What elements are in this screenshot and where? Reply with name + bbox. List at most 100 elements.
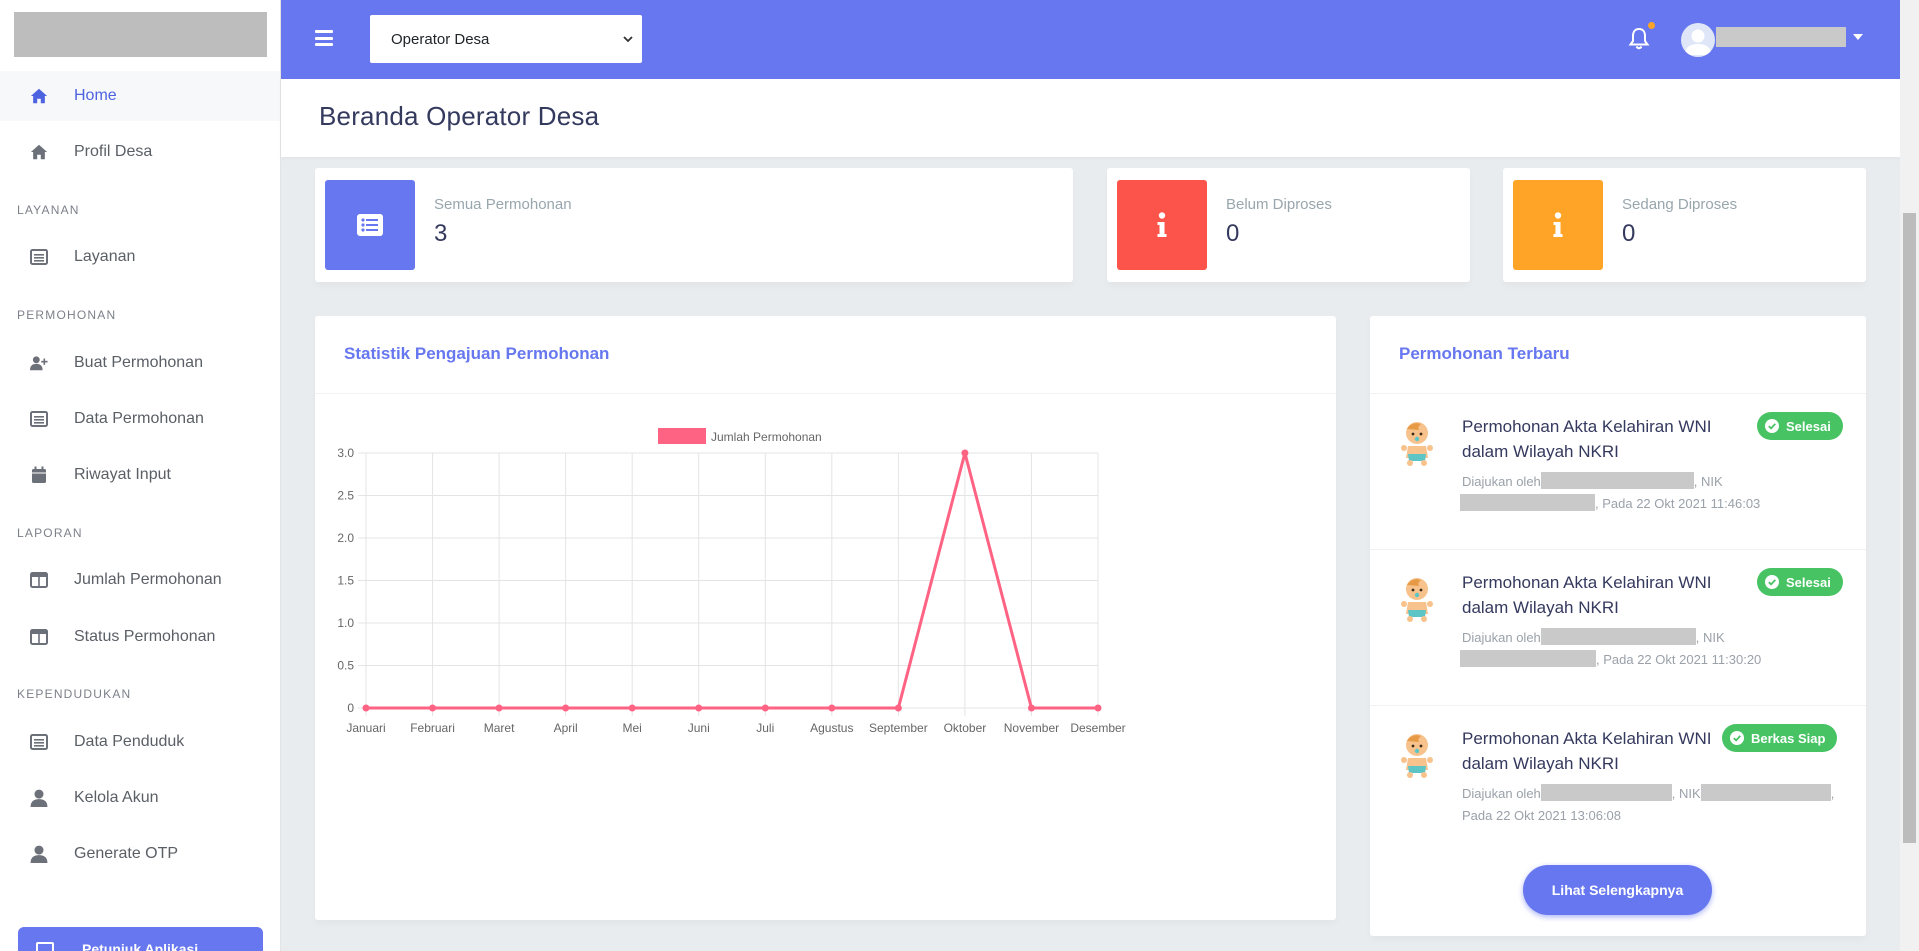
- user-icon: [30, 845, 48, 863]
- line-chart: 0 0.5 1.0 1.5 2.0 2.5 3.0 Januari Februari Maret A…: [337, 428, 1126, 735]
- check-circle-icon: [1765, 419, 1779, 433]
- data-point: [562, 704, 570, 712]
- columns-icon: [30, 629, 48, 645]
- data-point: [695, 704, 703, 712]
- x-tick-label: Agustus: [810, 721, 853, 735]
- calendar-icon: [32, 466, 46, 483]
- redacted-name: [1540, 784, 1672, 801]
- status-badge: Selesai: [1757, 412, 1843, 440]
- section-label-layanan: LAYANAN: [17, 203, 80, 217]
- status-badge: Berkas Siap: [1722, 724, 1838, 752]
- data-point: [1027, 704, 1035, 712]
- x-tick-label: Oktober: [944, 721, 987, 735]
- page-title: Beranda Operator Desa: [319, 101, 600, 131]
- stat-value: 0: [1226, 220, 1240, 247]
- sidebar-item-riwayat-input[interactable]: Riwayat Input: [0, 450, 280, 500]
- caret-down-icon[interactable]: [1853, 34, 1863, 40]
- role-select[interactable]: Operator Desa: [370, 15, 642, 63]
- sidebar-item-layanan[interactable]: Layanan: [0, 232, 280, 282]
- columns-icon: [30, 572, 48, 588]
- stat-label: Sedang Diproses: [1622, 196, 1738, 213]
- list-icon: [357, 214, 383, 236]
- bell-icon[interactable]: [1627, 26, 1651, 52]
- sidebar-item-jumlah-permohonan[interactable]: Jumlah Permohonan: [0, 555, 280, 605]
- info-icon: [1157, 212, 1167, 237]
- avatar[interactable]: [1681, 23, 1715, 57]
- request-meta: Diajukan oleh , NIK , Pada 22 Okt 2021 11…: [1460, 627, 1860, 671]
- sidebar-item-profil-desa[interactable]: Profil Desa: [0, 127, 280, 177]
- legend-swatch: [658, 428, 706, 444]
- x-tick-label: Juni: [688, 721, 710, 735]
- data-point: [495, 704, 503, 712]
- list-item[interactable]: Permohonan Akta Kelahiran WNI dalam Wila…: [1370, 549, 1866, 705]
- sidebar-item-label: Profil Desa: [74, 143, 153, 160]
- hamburger-menu-icon[interactable]: [315, 30, 333, 46]
- y-tick-label: 2.0: [337, 531, 354, 545]
- redacted-name: [1540, 628, 1696, 645]
- list-alt-icon: [30, 734, 48, 750]
- x-tick-label: Juli: [756, 721, 774, 735]
- user-icon: [30, 789, 48, 807]
- section-label-permohonan: PERMOHONAN: [17, 308, 117, 322]
- data-point: [362, 704, 370, 712]
- list-alt-icon: [30, 411, 48, 427]
- stat-card-semua-permohonan: Semua Permohonan 3: [315, 168, 1073, 282]
- stat-label: Semua Permohonan: [434, 196, 572, 213]
- user-name[interactable]: [1716, 27, 1846, 47]
- guide-button-label: Petunjuk Aplikasi: [82, 941, 199, 951]
- sidebar-item-kelola-akun[interactable]: Kelola Akun: [0, 773, 280, 823]
- stat-value: 3: [434, 220, 448, 247]
- data-point: [761, 704, 769, 712]
- stat-icon-box: [1513, 180, 1603, 270]
- sidebar-item-data-permohonan[interactable]: Data Permohonan: [0, 394, 280, 444]
- sidebar-item-label: Buat Permohonan: [74, 354, 203, 371]
- view-more-button[interactable]: Lihat Selengkapnya: [1523, 865, 1712, 915]
- redacted-nik: [1460, 650, 1596, 667]
- submitted-by-label: Diajukan oleh: [1462, 630, 1541, 645]
- list-item[interactable]: Permohonan Akta Kelahiran WNI dalam Wila…: [1370, 705, 1866, 861]
- info-icon: [1553, 212, 1563, 237]
- guide-button[interactable]: Petunjuk Aplikasi: [18, 927, 263, 951]
- x-tick-label: April: [554, 721, 578, 735]
- submitted-by-label: Diajukan oleh: [1462, 474, 1541, 489]
- request-date: Pada 22 Okt 2021 13:06:08: [1462, 808, 1622, 823]
- redacted-name: [1540, 472, 1694, 489]
- x-tick-label: Maret: [484, 721, 515, 735]
- user-plus-icon: [30, 356, 48, 371]
- scrollbar-thumb[interactable]: [1903, 213, 1916, 843]
- sidebar-item-label: Layanan: [74, 248, 136, 265]
- status-badge: Selesai: [1757, 568, 1843, 596]
- stat-card-sedang-diproses: Sedang Diproses 0: [1503, 168, 1866, 282]
- sidebar-item-home[interactable]: Home: [0, 71, 280, 121]
- data-point: [429, 704, 437, 712]
- sidebar-item-status-permohonan[interactable]: Status Permohonan: [0, 612, 280, 662]
- request-title[interactable]: Permohonan Akta Kelahiran WNI dalam Wila…: [1462, 729, 1712, 773]
- sidebar: Home Profil Desa LAYANAN Layanan PERMOHO…: [0, 0, 281, 951]
- chart-card: Statistik Pengajuan Permohonan 0 0.5 1.0 1.…: [315, 316, 1336, 920]
- data-point: [961, 449, 969, 457]
- notification-dot: [1648, 22, 1655, 29]
- user-avatar-icon: [1685, 29, 1711, 55]
- list-item[interactable]: Permohonan Akta Kelahiran WNI dalam Wila…: [1370, 393, 1866, 549]
- brand-logo[interactable]: [14, 12, 267, 57]
- divider: [315, 393, 1336, 394]
- request-meta: Diajukan oleh , NIK , Pada 22 Okt 2021 11…: [1460, 471, 1860, 515]
- sidebar-item-label: Jumlah Permohonan: [74, 571, 222, 588]
- nik-label: , NIK: [1695, 630, 1725, 645]
- chart-card-title: Statistik Pengajuan Permohonan: [344, 344, 610, 363]
- x-tick-label: November: [1004, 721, 1059, 735]
- series-line: [366, 451, 1098, 710]
- sidebar-item-generate-otp[interactable]: Generate OTP: [0, 829, 280, 879]
- data-point: [628, 704, 636, 712]
- request-title[interactable]: Permohonan Akta Kelahiran WNI dalam Wila…: [1462, 573, 1712, 617]
- home-icon: [30, 144, 48, 160]
- stat-card-belum-diproses: Belum Diproses 0: [1107, 168, 1470, 282]
- sidebar-item-data-penduduk[interactable]: Data Penduduk: [0, 717, 280, 767]
- section-label-kependudukan: KEPENDUDUKAN: [17, 687, 132, 701]
- y-tick-label: 0.5: [337, 659, 354, 673]
- baby-icon: [1401, 578, 1433, 622]
- status-badge-label: Selesai: [1786, 418, 1831, 434]
- request-title[interactable]: Permohonan Akta Kelahiran WNI dalam Wila…: [1462, 417, 1712, 461]
- sidebar-item-buat-permohonan[interactable]: Buat Permohonan: [0, 338, 280, 388]
- sidebar-item-label: Data Penduduk: [74, 733, 185, 750]
